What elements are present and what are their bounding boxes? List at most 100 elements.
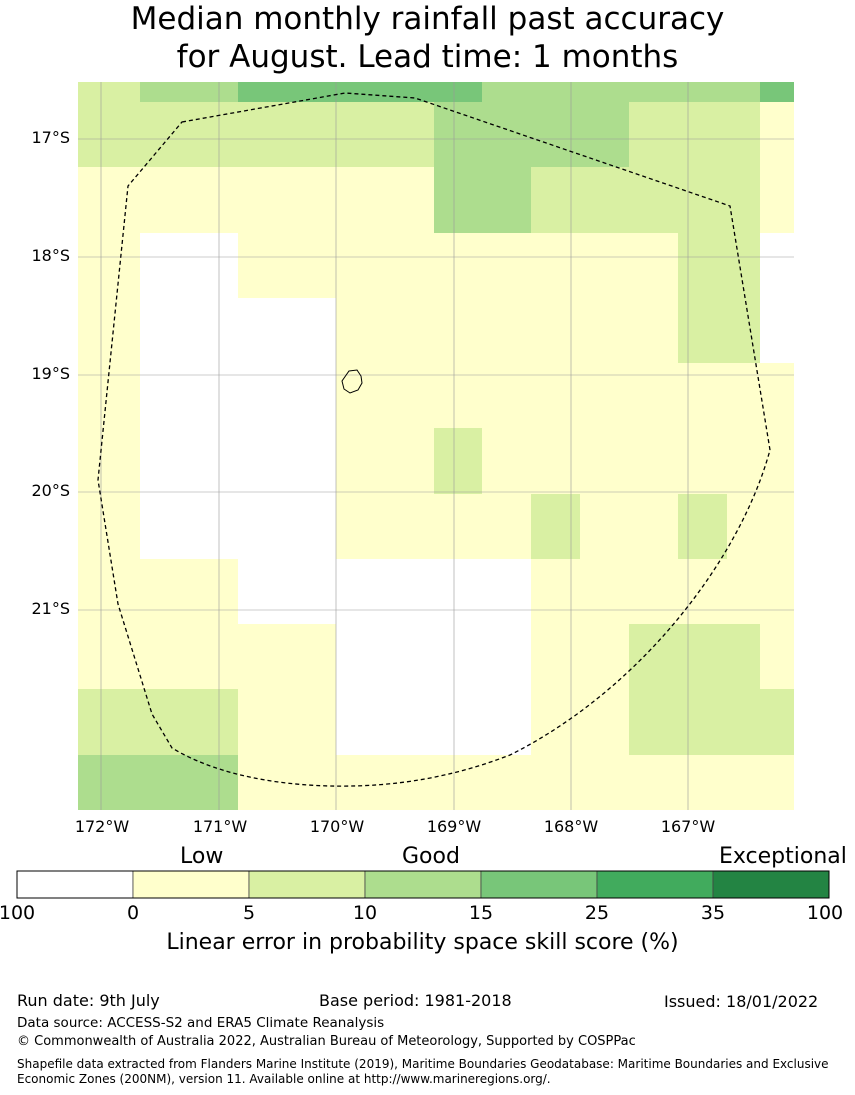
skill-cell — [434, 298, 482, 363]
skill-cell — [678, 233, 727, 298]
skill-cell — [78, 559, 140, 624]
lon-label-169w: 169°W — [426, 817, 482, 836]
skill-cell — [336, 494, 434, 559]
skill-cell — [140, 82, 238, 102]
skill-cell — [531, 494, 580, 559]
skill-cell — [238, 689, 336, 755]
skill-cell — [629, 167, 678, 233]
lon-label-167w: 167°W — [660, 817, 716, 836]
skill-cell — [727, 167, 760, 233]
skill-cell — [629, 559, 678, 624]
skill-cell — [336, 102, 434, 167]
skill-cell — [238, 624, 336, 689]
skill-cell — [760, 102, 794, 167]
skill-cell — [531, 102, 580, 167]
colorbar-tick: 35 — [700, 902, 726, 924]
skill-cell — [531, 428, 580, 494]
skill-cell — [336, 167, 434, 233]
skill-cell — [140, 689, 238, 755]
skill-cell — [531, 755, 580, 810]
skill-cell — [531, 559, 580, 624]
skill-cell — [760, 167, 794, 233]
shapefile-line-2: Economic Zones (200NM), version 11. Avai… — [17, 1072, 551, 1086]
colorbar-segment — [364, 870, 482, 899]
lon-label-171w: 171°W — [192, 817, 248, 836]
skill-cell — [434, 428, 482, 494]
colorbar-border — [16, 870, 830, 899]
issued-date: Issued: 18/01/2022 — [664, 992, 819, 1011]
skill-cell — [580, 755, 629, 810]
data-source: Data source: ACCESS-S2 and ERA5 Climate … — [17, 1015, 385, 1031]
colorbar-tick: 5 — [242, 902, 256, 924]
skill-cell — [238, 755, 336, 810]
skill-cell — [531, 167, 580, 233]
skill-cell — [580, 494, 629, 559]
skill-cell — [629, 102, 678, 167]
skill-cell — [140, 624, 238, 689]
lat-label-17s: 17°S — [31, 128, 70, 147]
skill-cell — [678, 755, 727, 810]
skill-cell — [580, 559, 629, 624]
colorbar-tick: 100 — [0, 902, 36, 924]
skill-cell — [727, 428, 760, 494]
skill-cell — [238, 82, 336, 102]
skill-cell — [78, 428, 140, 494]
skill-cell — [678, 363, 727, 428]
skill-cell — [336, 82, 434, 102]
skill-cell — [482, 102, 531, 167]
skill-cell — [238, 167, 336, 233]
skill-cell — [78, 102, 140, 167]
skill-cell — [482, 82, 531, 102]
skill-cell — [580, 689, 629, 755]
skill-cell — [760, 82, 794, 102]
title-line-2: for August. Lead time: 1 months — [176, 39, 679, 75]
skill-cell — [140, 102, 238, 167]
skill-cell — [531, 624, 580, 689]
skill-cell — [336, 233, 434, 298]
skill-cell — [760, 689, 794, 755]
map-title: Median monthly rainfall past accuracy fo… — [0, 0, 855, 76]
skill-cell — [678, 167, 727, 233]
skill-cell — [482, 494, 531, 559]
skill-cell — [482, 428, 531, 494]
skill-cell — [78, 298, 140, 363]
skill-cell — [580, 363, 629, 428]
skill-cell — [580, 298, 629, 363]
colorbar-segment — [712, 870, 830, 899]
skill-cell — [629, 755, 678, 810]
skill-cell — [531, 233, 580, 298]
skill-cell — [78, 624, 140, 689]
skill-cell — [629, 363, 678, 428]
skill-cell — [760, 755, 794, 810]
colorbar-segment — [132, 870, 250, 899]
skill-cell — [336, 363, 434, 428]
skill-cell — [629, 233, 678, 298]
skill-cell — [482, 363, 531, 428]
skill-cell — [531, 689, 580, 755]
skill-cell — [678, 494, 727, 559]
skill-cell — [727, 298, 760, 363]
lat-label-19s: 19°S — [31, 364, 70, 383]
island-outline — [341, 369, 363, 394]
skill-cell — [629, 689, 678, 755]
skill-cell — [678, 559, 727, 624]
skill-cell — [78, 82, 140, 102]
lon-label-168w: 168°W — [543, 817, 599, 836]
lat-label-20s: 20°S — [31, 481, 70, 500]
skill-cell — [78, 755, 140, 810]
skill-cell — [434, 102, 482, 167]
category-good: Good — [402, 844, 460, 869]
skill-cell — [629, 494, 678, 559]
skill-cell — [580, 102, 629, 167]
skill-cell — [336, 755, 434, 810]
skill-cell — [727, 624, 760, 689]
skill-cell — [482, 167, 531, 233]
eez-boundary — [97, 92, 771, 787]
skill-cell — [760, 428, 794, 494]
skill-cell — [678, 624, 727, 689]
skill-cell — [629, 298, 678, 363]
colorbar — [16, 870, 830, 899]
skill-cell — [727, 363, 760, 428]
copyright: © Commonwealth of Australia 2022, Austra… — [17, 1034, 636, 1049]
